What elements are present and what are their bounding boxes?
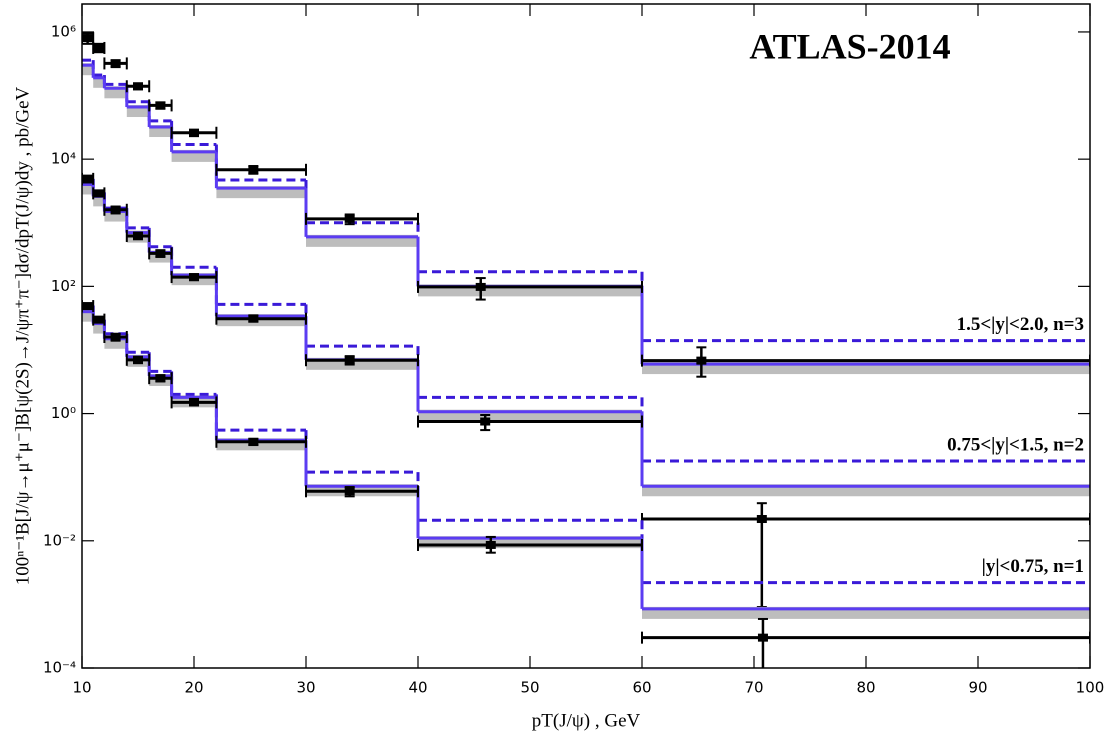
data-point	[93, 43, 104, 52]
y-tick-label: 10⁰	[51, 404, 76, 422]
data-point	[93, 315, 104, 324]
data-point	[248, 165, 259, 174]
chart-title: ATLAS-2014	[749, 26, 950, 66]
x-tick-label: 70	[744, 679, 763, 697]
x-tick-label: 60	[632, 679, 651, 697]
series-label: |y|<0.75, n=1	[982, 556, 1084, 577]
x-tick-label: 90	[968, 679, 987, 697]
y-tick-label: 10²	[51, 277, 76, 295]
x-axis-label: pT(J/ψ) , GeV	[532, 710, 641, 731]
data-point	[82, 302, 93, 311]
data-point	[155, 101, 166, 110]
data-point	[133, 355, 143, 364]
data-point	[344, 487, 355, 496]
y-axis-label: 100ⁿ⁻¹B[J/ψ→μ⁺μ⁻]B[ψ(2S)→J/ψπ⁺π⁻]dσ/dpT(…	[12, 86, 33, 585]
theory-band	[93, 194, 105, 207]
data-point	[248, 314, 259, 323]
theory-band	[82, 309, 94, 322]
data-point	[155, 374, 166, 383]
y-tick-label: 10⁻⁴	[43, 659, 76, 677]
data-point	[110, 332, 121, 341]
data-point	[110, 205, 121, 214]
data-point	[82, 34, 93, 43]
data-point	[93, 189, 104, 198]
theory-band	[82, 182, 94, 195]
theory-band	[149, 125, 172, 138]
data-point	[696, 356, 707, 365]
x-tick-label: 80	[856, 679, 875, 697]
x-tick-label: 30	[296, 679, 315, 697]
y-tick-label: 10⁴	[51, 150, 76, 168]
plot-frame	[81, 3, 1091, 669]
x-tick-label: 20	[184, 679, 203, 697]
x-tick-label: 40	[408, 679, 427, 697]
y-tick-label: 10⁶	[51, 22, 76, 40]
x-tick-label: 100	[1076, 679, 1105, 697]
data-point	[133, 231, 143, 240]
data-point	[475, 282, 486, 291]
series-label: 1.5<|y|<2.0, n=3	[957, 314, 1084, 335]
data-point	[82, 174, 93, 183]
data-point	[189, 273, 199, 282]
data-point	[155, 249, 166, 258]
theory-band	[93, 75, 105, 88]
x-tick-label: 10	[72, 679, 91, 697]
series-label: 0.75<|y|<1.5, n=2	[947, 434, 1084, 455]
data-point	[756, 515, 767, 524]
x-tick-label: 50	[520, 679, 539, 697]
data-point	[110, 59, 121, 68]
data-point	[133, 82, 143, 91]
plot-area	[82, 32, 1090, 668]
data-point	[344, 214, 355, 223]
data-point	[485, 540, 496, 549]
data-point	[344, 356, 355, 365]
data-point	[480, 417, 491, 426]
data-point	[248, 437, 259, 446]
y-tick-label: 10⁻²	[43, 531, 76, 549]
theory-band	[82, 63, 94, 76]
data-point	[189, 398, 199, 407]
theory-band	[93, 321, 105, 334]
data-point	[757, 633, 768, 642]
data-point	[189, 128, 199, 137]
